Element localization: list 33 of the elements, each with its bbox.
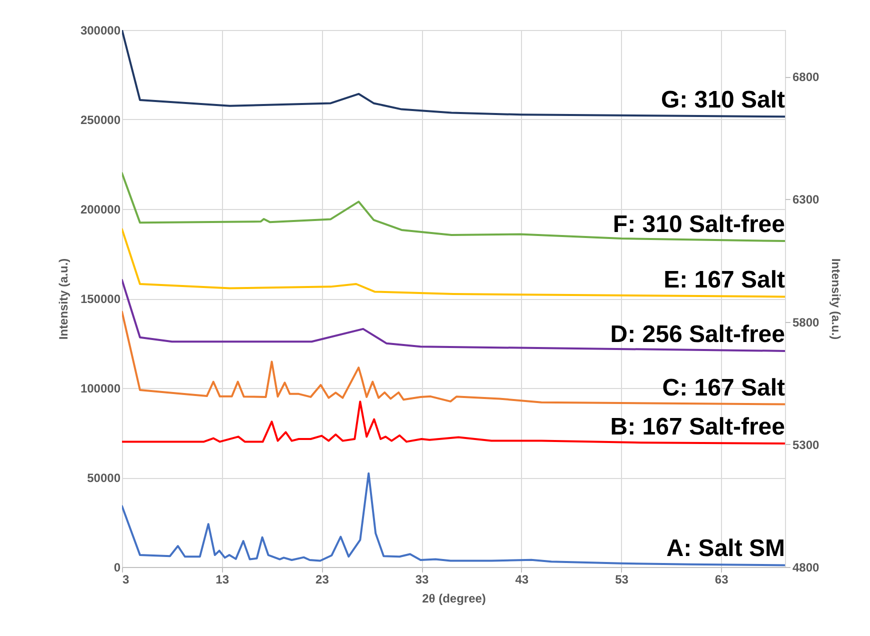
y2-tick-label: 5800 <box>792 315 820 330</box>
x-tick-label: 63 <box>714 572 729 586</box>
x-tick-label: 53 <box>615 572 629 586</box>
y2-tick-label: 6800 <box>792 70 820 84</box>
series-label: D: 256 Salt-free <box>610 320 785 348</box>
x-tick-label: 33 <box>415 572 430 586</box>
y-tick-label: 0 <box>114 560 121 574</box>
series-label: E: 167 Salt <box>664 266 785 294</box>
y2-tick-label: 5300 <box>792 438 820 452</box>
y-tick-label: 100000 <box>80 382 121 396</box>
y-axis-title: Intensity (a.u.) <box>56 258 70 340</box>
y-tick-label: 200000 <box>80 202 121 216</box>
y-tick-label: 150000 <box>80 292 121 306</box>
x-tick-label: 43 <box>515 572 529 586</box>
line-series <box>122 30 785 118</box>
line-series <box>122 172 785 242</box>
y-tick-label: 300000 <box>80 24 121 38</box>
y2-tick-label: 6300 <box>792 192 820 207</box>
x-tick-label: 23 <box>316 572 330 586</box>
y-tick-label: 250000 <box>80 113 121 127</box>
series-label: C: 167 Salt <box>662 374 786 402</box>
line-series <box>122 310 785 406</box>
x-axis-title: 2θ (degree) <box>422 592 486 606</box>
y2-axis-title: Intensity (a.u.) <box>829 258 844 340</box>
series-label: B: 167 Salt-free <box>610 413 785 440</box>
line-series <box>122 400 785 444</box>
y-tick-label: 50000 <box>87 471 121 485</box>
x-tick-label: 3 <box>122 572 130 586</box>
series-label: A: Salt SM <box>666 535 785 562</box>
y2-tick-label: 4800 <box>792 560 820 574</box>
series-label: F: 310 Salt-free <box>612 211 785 238</box>
series-label: G: 310 Salt <box>660 86 785 114</box>
x-tick-label: 13 <box>216 572 230 586</box>
